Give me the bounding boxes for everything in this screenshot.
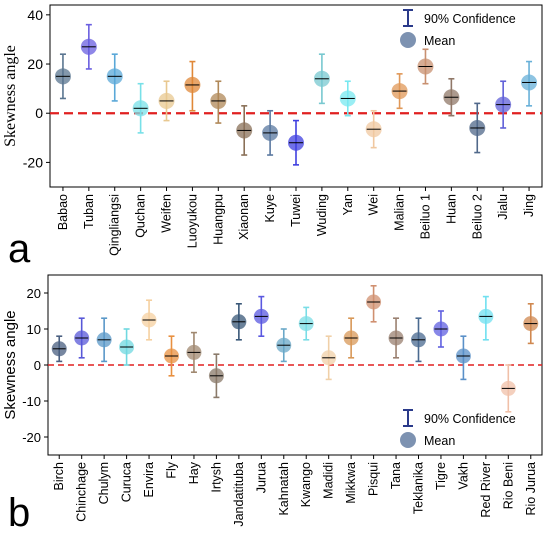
- panel-a: -20 0 20 40 Skewness angle Babao Tuban Qinglian…: [2, 4, 543, 271]
- x-tick-label: Irtysh: [209, 462, 223, 493]
- x-tick-label: Yan: [341, 194, 355, 215]
- legend-mean-label: Mean: [424, 434, 455, 448]
- x-tick-label: Fly: [165, 461, 179, 478]
- x-tick-label: Jandatituba: [232, 462, 246, 527]
- x-tick-label: Luoyukou: [185, 194, 199, 248]
- x-tick-label: Red River: [479, 462, 493, 518]
- y-tick-label: 20: [27, 56, 43, 72]
- x-tick-label: Huangpu: [211, 194, 225, 245]
- legend-mean-icon: [400, 32, 416, 48]
- x-tick-label: Malian: [393, 194, 407, 231]
- x-tick-label: Rio Beni: [501, 462, 515, 509]
- x-tick-label: Rio Jurua: [524, 462, 538, 516]
- x-tick-label: Jing: [522, 194, 536, 217]
- x-tick-label: Curuca: [120, 462, 134, 502]
- y-tick-label: 0: [35, 105, 43, 121]
- x-tick-label: Hay: [187, 461, 201, 484]
- panel-label: a: [8, 227, 31, 271]
- x-tick-label: Teklanika: [412, 462, 426, 514]
- panel-label: b: [8, 491, 30, 535]
- x-tick-label: Xiaonan: [237, 194, 251, 240]
- y-tick-label: 20: [27, 286, 41, 301]
- x-tick-label: Qingliangsi: [108, 194, 122, 256]
- x-tick-label: Tigre: [434, 462, 448, 490]
- y-axis-label: Skewness angle: [2, 45, 19, 147]
- x-tick-label: Birch: [52, 462, 66, 491]
- x-tick-label: Weifen: [160, 194, 174, 233]
- x-tick-label: Kuye: [263, 194, 277, 223]
- x-tick-label: Tuban: [82, 194, 96, 229]
- x-tick-label: Kahnatah: [277, 462, 291, 516]
- x-tick-label: Quchan: [134, 194, 148, 238]
- x-tick-label: Babao: [56, 194, 70, 230]
- x-tick-label: Huan: [444, 194, 458, 224]
- x-tick-label: Tana: [389, 462, 403, 489]
- y-axis-label: Skewness angle: [2, 310, 19, 419]
- legend-confidence-label: 90% Confidence: [424, 412, 516, 426]
- y-tick-label: 10: [27, 322, 41, 337]
- x-tick-label: Pisqui: [367, 462, 381, 496]
- x-tick-label: Mikkwa: [344, 462, 358, 504]
- x-tick-label: Wuding: [315, 194, 329, 236]
- x-tick-label: Madidi: [322, 462, 336, 499]
- x-tick-label: Jialu: [496, 194, 510, 220]
- legend-mean-icon: [400, 432, 416, 448]
- x-tick-label: Beiluo 2: [470, 194, 484, 239]
- x-tick-label: Envira: [142, 462, 156, 497]
- legend-confidence-label: 90% Confidence: [424, 12, 516, 26]
- y-tick-label: -20: [22, 430, 41, 445]
- x-tick-label: Chulym: [97, 462, 111, 504]
- x-tick-label: Kwango: [299, 462, 313, 507]
- legend-mean-label: Mean: [424, 34, 455, 48]
- y-tick-label: 40: [27, 7, 43, 23]
- panel-b: -20 -10 0 10 20 Skewness angle Birch Chinchage C…: [2, 274, 543, 535]
- x-tick-label: Tuwei: [289, 194, 303, 227]
- x-tick-label: Chinchage: [75, 462, 89, 522]
- y-tick-label: -10: [22, 394, 41, 409]
- x-tick-label: Vakh: [456, 462, 470, 490]
- x-tick-label: Wei: [367, 194, 381, 215]
- x-tick-label: Beiluo 1: [418, 194, 432, 239]
- y-tick-label: 0: [34, 358, 41, 373]
- x-tick-label: Jurua: [254, 462, 268, 493]
- y-tick-label: -20: [23, 154, 43, 170]
